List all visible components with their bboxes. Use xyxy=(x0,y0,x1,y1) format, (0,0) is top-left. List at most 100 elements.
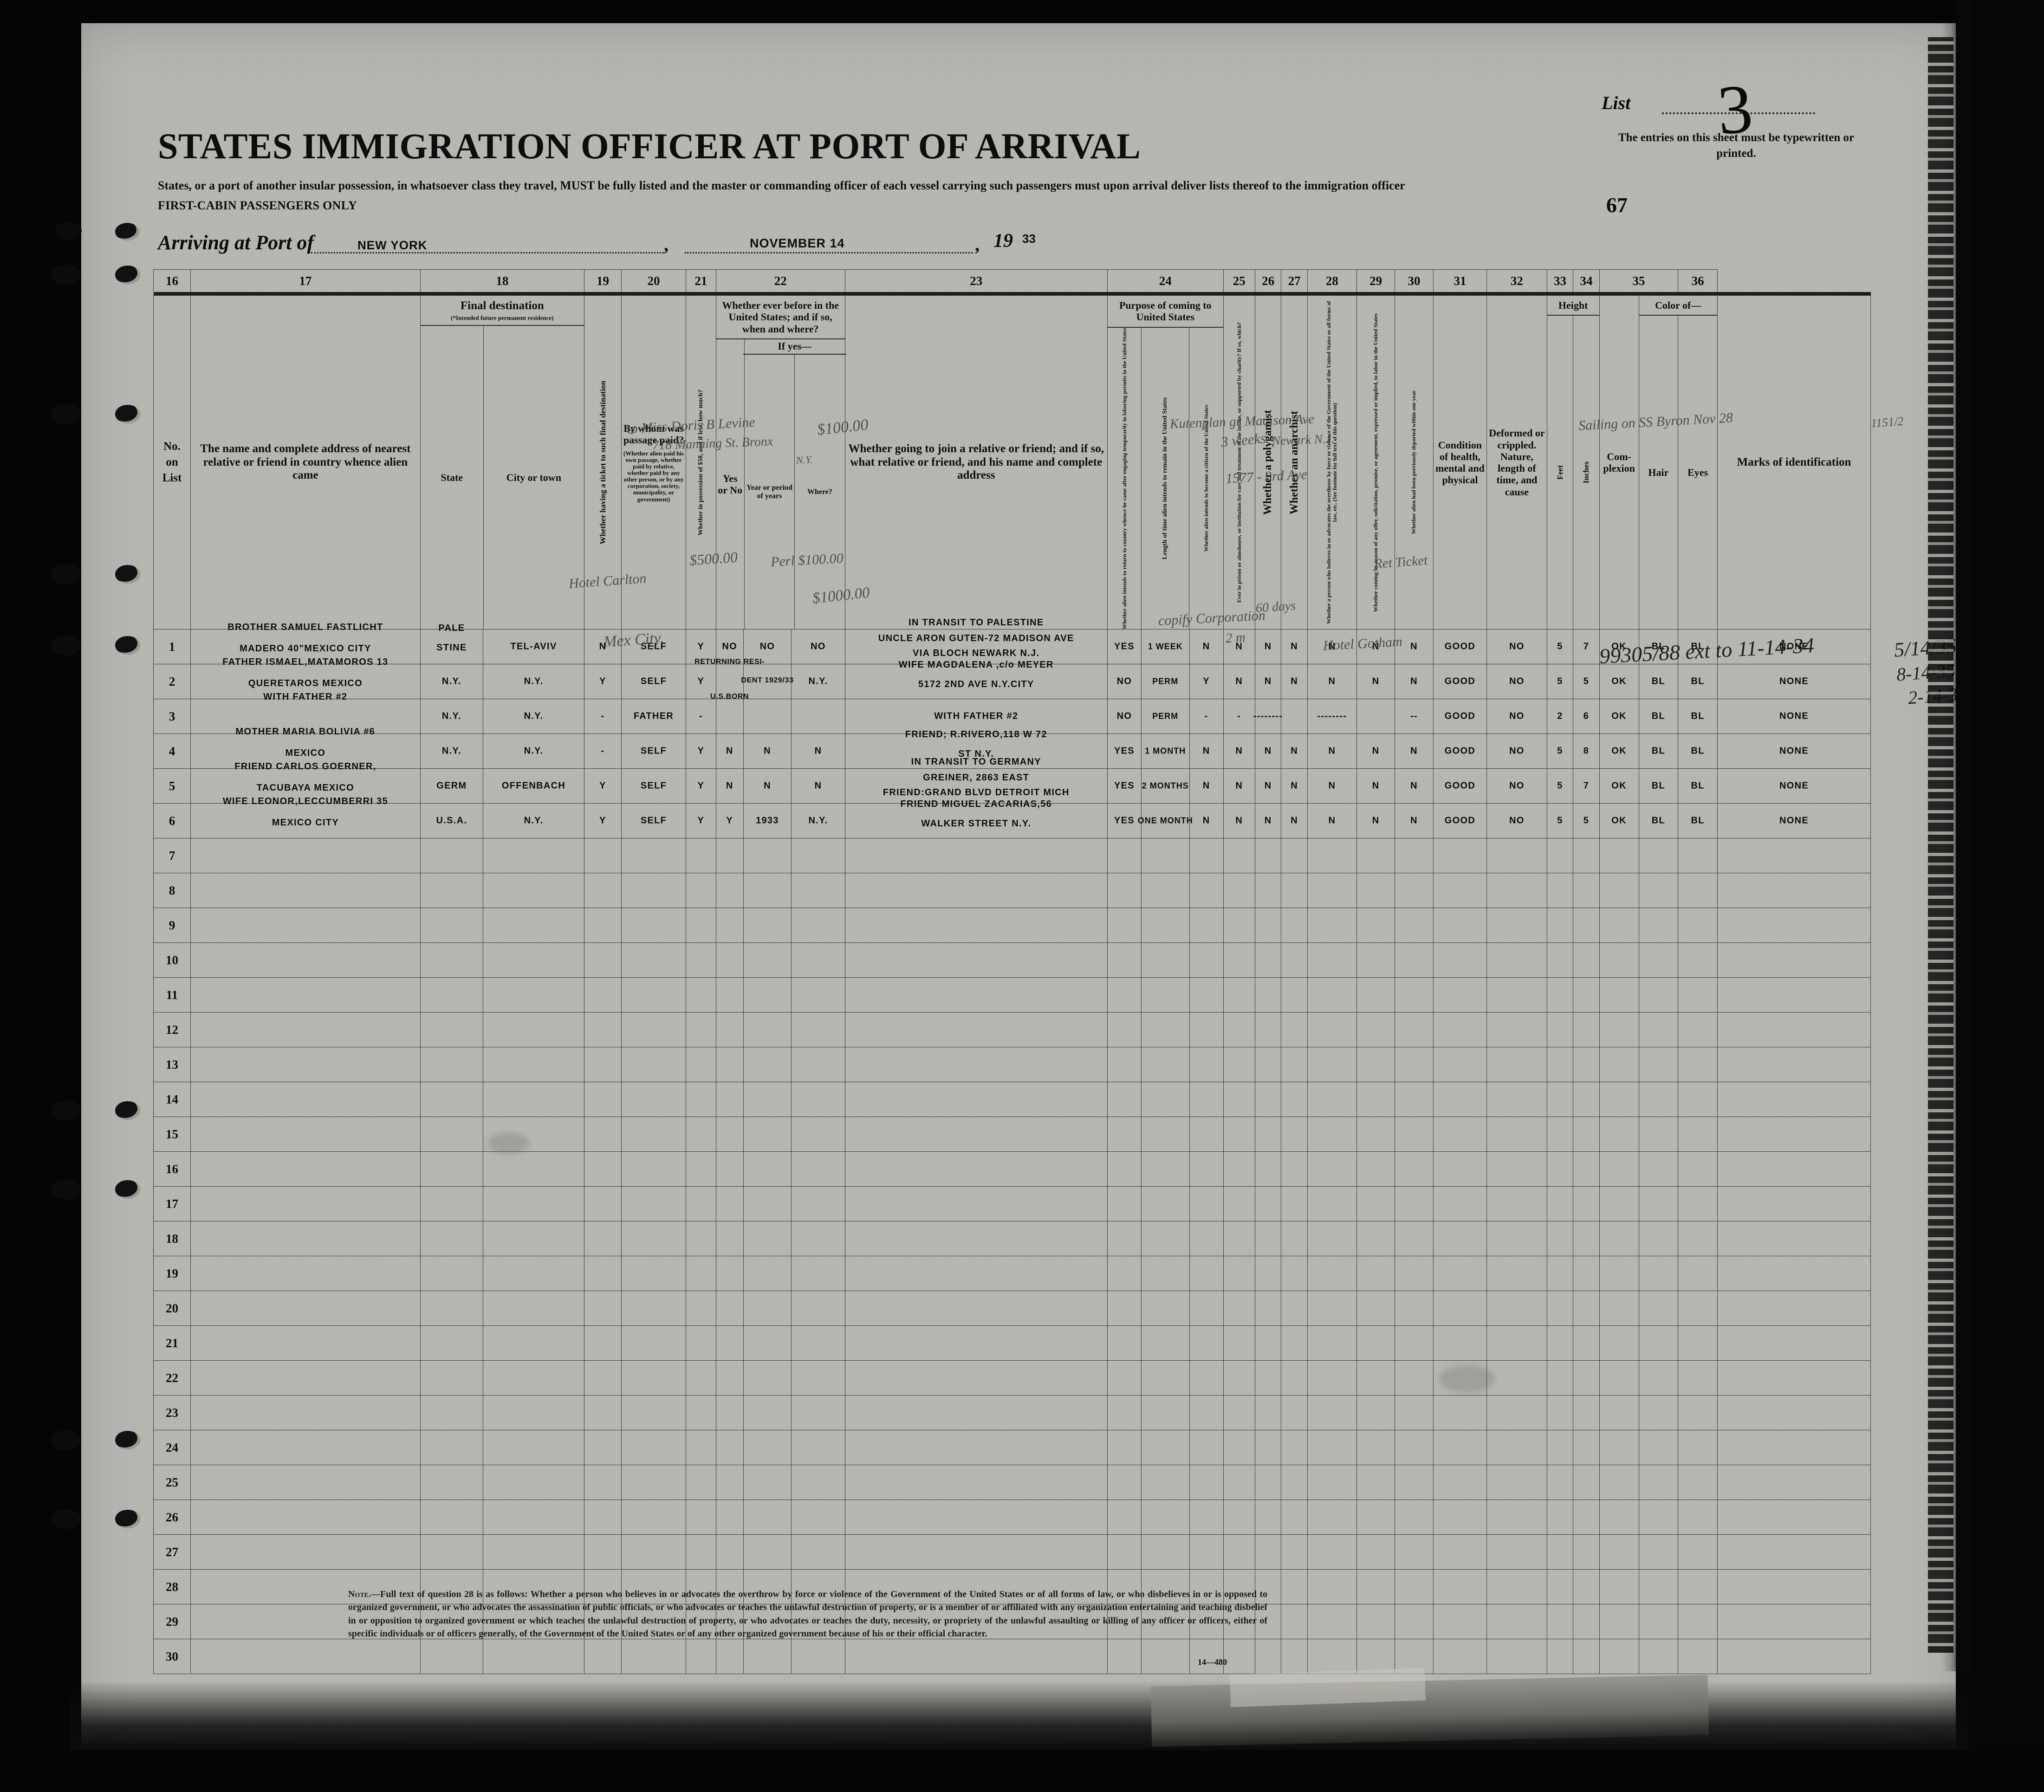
table-row[interactable]: 9 xyxy=(153,908,1871,943)
header-previously-deported-text: Whether alien had been previously deport… xyxy=(1410,390,1417,534)
table-row[interactable]: 12 xyxy=(153,1012,1871,1048)
cell-length-of-stay: PERM xyxy=(1141,699,1190,734)
table-row[interactable]: 2 FATHER ISMAEL,MATAMOROS 13 QUERETAROS ME… xyxy=(153,657,1871,700)
cell-nearest-relative xyxy=(190,1291,421,1326)
cell-nearest-relative-value: MADERO 40"MEXICO CITY xyxy=(240,643,371,654)
cell-polygamist xyxy=(1254,1291,1282,1326)
punch-hole-5 xyxy=(51,635,81,656)
cell-complexion xyxy=(1599,1569,1639,1605)
cell-eyes: BL xyxy=(1678,629,1718,665)
cell-possession-50: Y xyxy=(685,664,716,700)
cell-inches-value: 7 xyxy=(1583,641,1590,652)
cell-deformed xyxy=(1486,908,1547,943)
table-row[interactable]: 7 xyxy=(153,838,1871,874)
cell-city-value: N.Y. xyxy=(524,815,544,826)
cell-going-to-join xyxy=(844,1325,1108,1361)
cell-intends-return-value: YES xyxy=(1114,815,1135,826)
table-row[interactable]: 25 xyxy=(153,1465,1871,1500)
table-row[interactable]: 6 WIFE LEONOR,LECCUMBERRI 35 MEXICO CITY U.… xyxy=(153,796,1871,839)
table-row[interactable]: 3 WITH FATHER #2 N.Y. N.Y. - FATHER - U.S.BORN W… xyxy=(153,692,1871,734)
cell-previously-deported xyxy=(1395,1604,1434,1640)
cell-ever-before-yesno xyxy=(715,1430,744,1466)
cell-prison-almshouse xyxy=(1223,1430,1255,1466)
punch-hole-ring-8 xyxy=(115,1431,140,1449)
cell-ticket xyxy=(584,1500,622,1535)
cell-intends-citizen-value: N xyxy=(1202,815,1210,826)
cell-eyes xyxy=(1678,977,1718,1013)
table-row[interactable]: 29 xyxy=(153,1604,1871,1640)
table-row[interactable]: 22 xyxy=(153,1360,1871,1396)
table-row[interactable]: 15 xyxy=(153,1117,1871,1152)
cell-feet-value: 5 xyxy=(1557,780,1563,791)
cell-year-period xyxy=(743,1082,792,1117)
cell-eyes xyxy=(1678,1186,1718,1222)
cell-prison-almshouse-value: N xyxy=(1235,676,1243,687)
cell-ever-before-yesno xyxy=(715,1012,744,1048)
table-row[interactable]: 13 xyxy=(153,1047,1871,1083)
cell-overthrow-government xyxy=(1307,1082,1357,1117)
cell-ever-before-yesno: RETURNING RESI- xyxy=(694,658,765,700)
cell-intends-citizen: N xyxy=(1189,803,1224,839)
cell-anarchist-value: N xyxy=(1291,780,1298,791)
cell-labor-offer xyxy=(1356,838,1395,874)
cell-nearest-relative-value: MEXICO xyxy=(285,748,326,759)
table-row[interactable]: 17 xyxy=(153,1186,1871,1222)
table-row[interactable]: 14 xyxy=(153,1082,1871,1117)
table-row[interactable]: 19 xyxy=(153,1256,1871,1292)
cell-length-of-stay: 1 MONTH xyxy=(1141,734,1190,769)
header-overthrow-government-text: Whether a person who believes in or advo… xyxy=(1325,301,1338,624)
cell-where: N xyxy=(791,768,845,804)
cell-complexion xyxy=(1599,908,1639,943)
cell-intends-return xyxy=(1107,977,1142,1013)
table-row[interactable]: 27 xyxy=(153,1534,1871,1570)
cell-overthrow-government-value: -------- xyxy=(1317,711,1347,721)
cell-possession-50 xyxy=(685,1291,716,1326)
cell-marks xyxy=(1717,873,1871,909)
cell-where xyxy=(791,1082,845,1117)
table-row[interactable]: 30 xyxy=(153,1639,1871,1675)
table-row[interactable]: 16 xyxy=(153,1151,1871,1187)
cell-hair: BL xyxy=(1638,629,1679,665)
table-row[interactable]: 26 xyxy=(153,1500,1871,1535)
cell-ticket xyxy=(584,1221,622,1257)
table-row[interactable]: 24 xyxy=(153,1430,1871,1466)
table-row[interactable]: 1 BROTHER SAMUEL FASTLICHT MADERO 40"MEXIC… xyxy=(153,617,1871,665)
cell-length-of-stay xyxy=(1141,1465,1190,1500)
cell-eyes xyxy=(1678,942,1718,978)
cell-feet: 5 xyxy=(1546,734,1574,769)
cell-where xyxy=(791,1291,845,1326)
cell-year-period-value: 1933 xyxy=(756,815,779,826)
cell-prison-almshouse: N xyxy=(1223,768,1255,804)
cell-ever-before-yesno xyxy=(715,1151,744,1187)
cell-ticket xyxy=(584,1012,622,1048)
table-row[interactable]: 5 FRIEND CARLOS GOERNER, TACUBAYA MEXICO GE… xyxy=(153,757,1871,804)
cell-possession-50-value: Y xyxy=(697,815,705,826)
table-row[interactable]: 4 MOTHER MARIA BOLIVIA #6 MEXICO N.Y. N.Y. - S… xyxy=(153,727,1871,769)
table-row[interactable]: 18 xyxy=(153,1221,1871,1257)
table-row[interactable]: 21 xyxy=(153,1325,1871,1361)
cell-ever-before-yesno-value: U.S.BORN xyxy=(710,693,749,701)
cell-inches xyxy=(1573,1325,1600,1361)
header-height-title: Height xyxy=(1558,299,1588,311)
cell-previously-deported xyxy=(1395,1047,1434,1083)
table-row[interactable]: 10 xyxy=(153,942,1871,978)
table-row[interactable]: 11 xyxy=(153,977,1871,1013)
cell-overthrow-government: N xyxy=(1307,768,1357,804)
cell-complexion xyxy=(1599,838,1639,874)
table-row[interactable]: 20 xyxy=(153,1291,1871,1326)
cell-prison-almshouse xyxy=(1223,1221,1255,1257)
row-number: 2 xyxy=(153,664,191,700)
cell-hair xyxy=(1638,1256,1679,1292)
cell-possession-50 xyxy=(685,977,716,1013)
cell-eyes xyxy=(1678,1604,1718,1640)
table-row[interactable]: 23 xyxy=(153,1395,1871,1431)
cell-city xyxy=(483,1534,584,1570)
cell-city xyxy=(483,1604,584,1640)
table-row[interactable]: 8 xyxy=(153,873,1871,909)
cell-city xyxy=(483,942,584,978)
table-row[interactable]: 28 xyxy=(153,1569,1871,1605)
cell-ticket xyxy=(584,1534,622,1570)
cell-labor-offer xyxy=(1356,1151,1395,1187)
cell-year-period xyxy=(743,1569,792,1605)
punch-hole-2 xyxy=(51,265,81,285)
